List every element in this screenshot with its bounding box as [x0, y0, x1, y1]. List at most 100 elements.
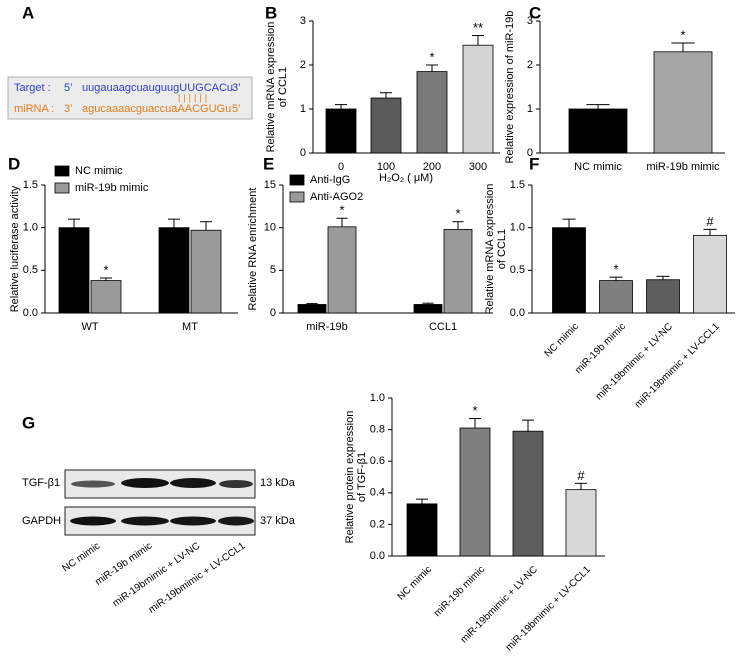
y-tick-label: 1.0: [370, 392, 385, 404]
annotation: *: [339, 203, 344, 218]
blot-row-size: 13 kDa: [260, 477, 296, 489]
x-tick-label: WT: [81, 321, 98, 333]
bar: [416, 71, 448, 154]
y-tick-label: 0.0: [510, 307, 525, 319]
panel-label: D: [8, 154, 20, 173]
bar: [565, 489, 597, 557]
y-tick-label: 10: [264, 222, 276, 234]
y-tick-label: 5: [270, 264, 276, 276]
annotation: #: [577, 468, 585, 483]
y-tick-label: 0.2: [370, 518, 385, 530]
band: [121, 478, 169, 488]
x-tick-label: 300: [469, 161, 487, 173]
annotation: *: [472, 403, 477, 418]
legend-swatch: [54, 182, 70, 194]
x-tick-label: miR-19b: [306, 321, 348, 333]
mirna-seq: agucaaaacguaccuaAACGUGu: [82, 103, 231, 115]
y-tick-label: 1.0: [23, 222, 38, 234]
lane-label: NC mimic: [60, 541, 102, 575]
x-tick-label: 100: [377, 161, 395, 173]
y-tick-label: 1.5: [23, 179, 38, 191]
y-tick-label: 3: [527, 15, 533, 27]
y-tick-label: 0: [270, 307, 276, 319]
y-tick-label: 15: [264, 179, 276, 191]
y-axis-label: Relative protein expression: [344, 411, 356, 544]
target-end: 3’: [232, 82, 241, 94]
band: [121, 516, 169, 526]
target-name: Target :: [14, 82, 51, 94]
band: [219, 480, 253, 488]
annotation: *: [613, 262, 618, 277]
panel-label: G: [22, 413, 35, 432]
y-axis-label: of CCL1: [496, 229, 508, 269]
y-tick-label: 0.4: [370, 487, 385, 499]
bar: [158, 227, 190, 314]
y-tick-label: 0.6: [370, 455, 385, 467]
band: [71, 480, 115, 488]
mirna-start: 3’: [64, 103, 73, 115]
blot: [64, 469, 256, 536]
bar: [552, 227, 586, 314]
y-tick-label: 1: [300, 103, 306, 115]
bar: [443, 228, 473, 314]
y-axis-label: Relative expression of miR-19b: [504, 11, 516, 164]
x-axis-label: H₂O₂ ( μM): [379, 172, 433, 184]
blot-row-name: GAPDH: [22, 515, 61, 527]
band: [170, 516, 216, 526]
panel-label: A: [22, 3, 34, 22]
annotation: *: [103, 262, 108, 277]
x-tick-label: miR-19bmimic + LV-NC: [594, 321, 675, 402]
y-tick-label: 0.5: [510, 264, 525, 276]
bar: [599, 280, 633, 314]
target-start: 5’: [64, 82, 73, 94]
y-axis-label: Relative mRNA expression: [265, 22, 277, 153]
y-axis-label: of CCL1: [277, 67, 289, 107]
bar: [297, 304, 327, 314]
y-tick-label: 2: [300, 59, 306, 71]
bar: [370, 97, 402, 154]
legend-swatch: [289, 191, 305, 203]
x-tick-label: miR-19b mimic: [646, 161, 720, 173]
x-tick-label: MT: [182, 321, 198, 333]
bar: [568, 108, 628, 154]
legend-label: NC mimic: [75, 165, 123, 177]
bar: [653, 51, 713, 154]
bar: [325, 108, 357, 154]
y-axis-label: Relative RNA enrichment: [247, 188, 259, 311]
bar: [413, 304, 443, 314]
bar: [327, 226, 357, 314]
band: [70, 516, 116, 526]
annotation: *: [455, 206, 460, 221]
bar: [58, 227, 90, 314]
x-tick-label: miR-19bmimic + LV-CCL1: [504, 564, 593, 653]
x-tick-label: NC mimic: [574, 161, 622, 173]
y-tick-label: 2: [527, 59, 533, 71]
annotation: *: [429, 49, 434, 64]
y-axis-label: of TGF-β1: [356, 452, 368, 502]
mirna-end: 5’: [232, 103, 241, 115]
panel-label: C: [529, 3, 541, 22]
x-tick-label: NC mimic: [396, 564, 434, 602]
legend-swatch: [289, 174, 305, 186]
blot-row-name: TGF-β1: [22, 477, 60, 489]
y-tick-label: 1.0: [510, 222, 525, 234]
x-tick-label: CCL1: [429, 321, 457, 333]
x-tick-label: miR-19bmimic + LV-CCL1: [633, 321, 722, 410]
bar: [90, 280, 122, 314]
y-tick-label: 0: [300, 147, 306, 159]
y-tick-label: 0.0: [23, 307, 38, 319]
y-tick-label: 1.5: [510, 179, 525, 191]
legend-label: miR-19b mimic: [75, 182, 149, 194]
y-tick-label: 0.5: [23, 264, 38, 276]
bar: [459, 427, 491, 557]
bar: [462, 44, 494, 154]
x-tick-label: 0: [338, 161, 344, 173]
blot-row-size: 37 kDa: [260, 515, 296, 527]
y-tick-label: 1: [527, 103, 533, 115]
annotation: *: [680, 27, 685, 42]
legend-label: Anti-AGO2: [310, 191, 363, 203]
x-tick-label: NC mimic: [543, 321, 581, 359]
legend-label: Anti-IgG: [310, 174, 350, 186]
y-tick-label: 0.8: [370, 424, 385, 436]
